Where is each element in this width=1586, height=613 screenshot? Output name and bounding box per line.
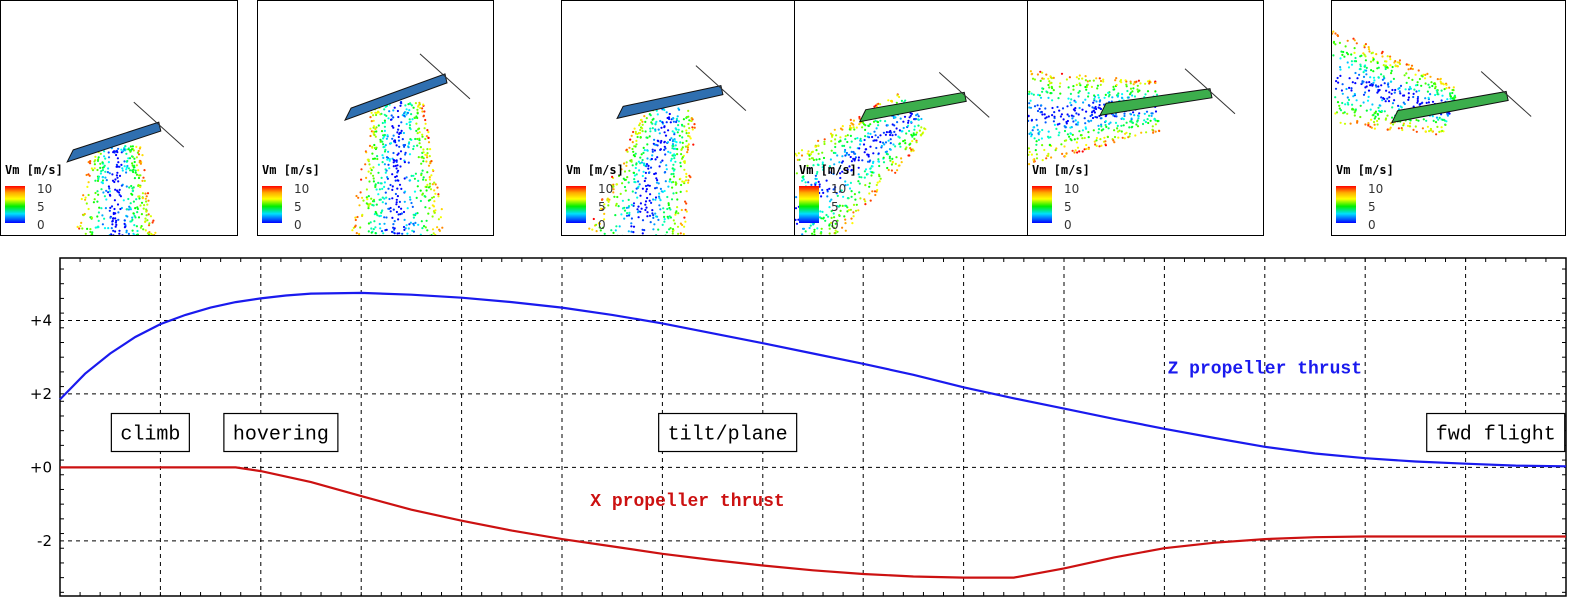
simulation-panel: Vm [m/s] 10 5 0 [1027, 0, 1264, 236]
phase-label: climb [120, 424, 180, 447]
legend-tick: 0 [1064, 218, 1072, 232]
series-label: X propeller thrust [590, 492, 784, 512]
legend-tick: 10 [831, 182, 847, 196]
colorbar [1336, 186, 1356, 223]
y-tick-label: +2 [30, 385, 52, 403]
simulation-panel: Vm [m/s] 10 5 0 [0, 0, 238, 236]
legend-title: Vm [m/s] [262, 163, 320, 177]
wake-particles [76, 144, 157, 235]
legend-tick: 10 [294, 182, 310, 196]
phase-box [223, 412, 339, 453]
y-tick-label: +4 [30, 311, 52, 329]
legend-tick: 5 [294, 200, 302, 214]
wing-shape [1390, 90, 1509, 124]
colorbar [566, 186, 586, 223]
propeller-line [419, 53, 471, 100]
colorbar [5, 186, 25, 223]
legend-tick: 10 [1368, 182, 1384, 196]
wing-shape [66, 121, 162, 163]
wake-visualization [66, 101, 185, 235]
legend-tick: 0 [831, 218, 839, 232]
thrust-chart: +4 +2 +0 -2 Z propeller thrust X propeller th… [30, 257, 1567, 597]
phase-box [1426, 412, 1566, 453]
wake-visualization [795, 71, 990, 235]
propeller-line [695, 65, 747, 111]
phase-label: tilt/plane [668, 424, 788, 447]
wing-shape [858, 91, 967, 123]
velocity-legend: Vm [m/s] 10 5 0 [1032, 163, 1090, 232]
simulation-panel: Vm [m/s] 10 5 0 [561, 0, 796, 236]
simulation-panel: Vm [m/s] 10 5 0 [257, 0, 494, 236]
legend-title: Vm [m/s] [5, 163, 63, 177]
wing-shape [616, 85, 724, 120]
phase-label: hovering [233, 424, 329, 447]
wake-particles [351, 100, 444, 235]
wake-visualization [588, 65, 747, 235]
wake-particles [1332, 30, 1457, 136]
colorbar [262, 186, 282, 223]
legend-title: Vm [m/s] [1032, 163, 1090, 177]
wake-visualization [1332, 30, 1532, 136]
x-thrust-line [60, 466, 1566, 579]
wake-particles [1028, 70, 1161, 166]
legend-tick: 0 [294, 218, 302, 232]
wing-shape [1099, 88, 1213, 116]
legend-title: Vm [m/s] [1336, 163, 1394, 177]
z-thrust-line [59, 291, 1567, 468]
legend-tick: 10 [1064, 182, 1080, 196]
velocity-legend: Vm [m/s] 10 5 0 [566, 163, 624, 232]
phase-box [110, 412, 190, 453]
y-tick-label: -2 [37, 532, 52, 550]
simulation-panel: Vm [m/s] 10 5 0 [1331, 0, 1566, 236]
legend-tick: 5 [37, 200, 45, 214]
legend-tick: 5 [598, 200, 606, 214]
wing-shape [344, 73, 448, 122]
colorbar [1032, 186, 1052, 223]
velocity-legend: Vm [m/s] 10 5 0 [1336, 163, 1394, 232]
simulation-panel: Vm [m/s] 10 5 0 [794, 0, 1029, 236]
legend-tick: 5 [1064, 200, 1072, 214]
velocity-legend: Vm [m/s] 10 5 0 [262, 163, 320, 232]
y-tick-label: +0 [30, 458, 52, 476]
legend-tick: 5 [1368, 200, 1376, 214]
series-label: Z propeller thrust [1168, 360, 1362, 380]
propeller-line [938, 71, 990, 118]
propeller-line [1184, 68, 1236, 115]
wake-visualization [344, 53, 471, 235]
legend-tick: 10 [37, 182, 53, 196]
legend-title: Vm [m/s] [566, 163, 624, 177]
legend-tick: 0 [598, 218, 606, 232]
legend-title: Vm [m/s] [799, 163, 857, 177]
propeller-line [1480, 71, 1532, 117]
legend-tick: 0 [37, 218, 45, 232]
velocity-legend: Vm [m/s] 10 5 0 [799, 163, 857, 232]
phase-label: fwd flight [1436, 424, 1556, 447]
legend-tick: 5 [831, 200, 839, 214]
wake-visualization [1028, 68, 1236, 166]
legend-tick: 0 [1368, 218, 1376, 232]
colorbar [799, 186, 819, 223]
velocity-legend: Vm [m/s] 10 5 0 [5, 163, 63, 232]
propeller-line [133, 101, 185, 148]
legend-tick: 10 [598, 182, 614, 196]
phase-box [658, 412, 798, 453]
